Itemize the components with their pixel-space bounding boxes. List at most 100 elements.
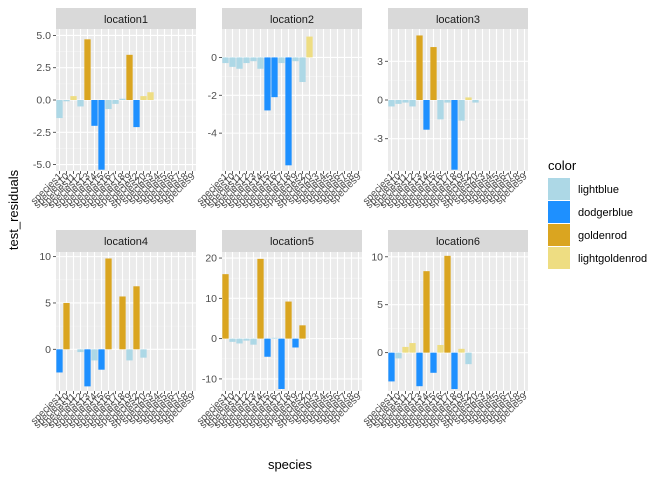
facet-strip — [222, 230, 362, 252]
bar-species18 — [119, 296, 126, 350]
legend-label-lightgoldenrod: lightgoldenrod — [578, 253, 647, 265]
bar-species20 — [140, 349, 147, 358]
y-tick-label: -2.5 — [33, 127, 51, 139]
y-tick-label: 0 — [377, 95, 383, 107]
bar-species19 — [458, 100, 465, 121]
bar-species18 — [119, 98, 126, 100]
bar-species16 — [271, 57, 278, 98]
y-tick-label: 0 — [211, 52, 217, 64]
bar-species17 — [444, 100, 451, 103]
legend-title: color — [548, 158, 577, 173]
y-tick-label: -2 — [208, 90, 217, 102]
bar-species19 — [292, 57, 299, 62]
bar-species10 — [63, 302, 70, 350]
bar-species10 — [63, 100, 70, 102]
facet-strip — [56, 8, 196, 29]
bar-species19 — [458, 348, 465, 353]
bar-species10 — [229, 57, 236, 67]
bar-species2 — [465, 352, 472, 365]
bar-species19 — [126, 349, 133, 361]
y-tick-label: 10 — [205, 293, 217, 305]
bar-species1 — [56, 349, 63, 373]
panel-location2: location2-4-20species1species10species11… — [195, 8, 364, 211]
y-tick-label: -5.0 — [33, 159, 51, 171]
legend: color lightblue dodgerblue goldenrod lightg… — [548, 158, 647, 269]
y-tick-label: 3 — [377, 56, 383, 68]
panel-background — [222, 252, 362, 391]
bar-species1 — [56, 100, 63, 119]
x-axis-title: species — [268, 457, 313, 472]
bar-species14 — [91, 100, 98, 126]
bar-species10 — [229, 338, 236, 342]
bar-species18 — [285, 57, 292, 166]
bar-species11 — [236, 338, 243, 344]
bar-species12 — [77, 349, 84, 353]
bar-species11 — [236, 57, 243, 69]
bar-species10 — [395, 352, 402, 359]
bar-species2 — [133, 100, 140, 128]
panel-location4: location40510species1species10species11s… — [29, 230, 198, 431]
bar-species1 — [222, 274, 229, 339]
panels-layer: location1-5.0-2.50.02.55.0species1specie… — [29, 8, 530, 431]
y-tick-label: 0 — [377, 347, 383, 359]
bar-species17 — [278, 57, 285, 64]
legend-key-goldenrod — [548, 224, 570, 246]
legend-key-dodgerblue — [548, 201, 570, 223]
y-tick-label: -3 — [374, 133, 383, 145]
bar-species14 — [423, 271, 430, 353]
bar-species11 — [402, 346, 409, 353]
bar-species13 — [84, 349, 91, 387]
bar-species18 — [451, 100, 458, 170]
y-tick-label: 10 — [39, 251, 51, 263]
panel-background — [388, 252, 528, 391]
legend-label-goldenrod: goldenrod — [578, 230, 627, 242]
legend-label-dodgerblue: dodgerblue — [578, 207, 633, 219]
bar-species20 — [306, 36, 313, 58]
bar-species13 — [416, 35, 423, 100]
panel-location1: location1-5.0-2.50.02.55.0species1specie… — [29, 8, 198, 211]
bar-species2 — [299, 325, 306, 339]
bar-species2 — [133, 286, 140, 350]
bar-species16 — [437, 344, 444, 353]
facet-strip — [56, 230, 196, 252]
bar-species16 — [105, 258, 112, 350]
y-tick-label: -10 — [202, 373, 217, 385]
bar-species17 — [112, 100, 119, 104]
bar-species2 — [299, 57, 306, 83]
facet-strip-label: location4 — [104, 236, 148, 248]
y-tick-label: 0.0 — [36, 95, 51, 107]
y-axis-title: test_residuals — [6, 169, 21, 250]
bar-species14 — [423, 100, 430, 130]
facet-strip-label: location6 — [436, 236, 480, 248]
y-tick-label: 0 — [45, 344, 51, 356]
bar-species20 — [472, 100, 479, 103]
bar-species12 — [243, 57, 250, 64]
bar-species20 — [140, 96, 147, 100]
bar-species12 — [77, 100, 84, 107]
bar-species17 — [278, 338, 285, 389]
bar-species15 — [430, 352, 437, 373]
facet-strip-label: location2 — [270, 14, 314, 26]
y-tick-label: -4 — [208, 128, 217, 140]
facet-strip-label: location3 — [436, 14, 480, 26]
facet-strip — [222, 8, 362, 29]
bar-species15 — [264, 57, 271, 111]
bar-species3 — [147, 92, 154, 100]
y-tick-label: 0 — [211, 333, 217, 345]
bar-species19 — [292, 338, 299, 348]
bar-species1 — [388, 352, 395, 382]
panel-background — [222, 29, 362, 171]
y-tick-label: 2.5 — [36, 62, 51, 74]
bar-species1 — [388, 100, 395, 107]
bar-species13 — [250, 338, 257, 345]
bar-species11 — [402, 100, 409, 103]
bar-species1 — [222, 57, 229, 64]
y-tick-label: 5 — [377, 299, 383, 311]
bar-species12 — [409, 100, 416, 107]
bar-species16 — [271, 337, 278, 339]
legend-key-lightgoldenrod — [548, 247, 570, 269]
legend-key-lightblue — [548, 178, 570, 200]
bar-species14 — [91, 349, 98, 361]
facet-strip-label: location5 — [270, 236, 314, 248]
